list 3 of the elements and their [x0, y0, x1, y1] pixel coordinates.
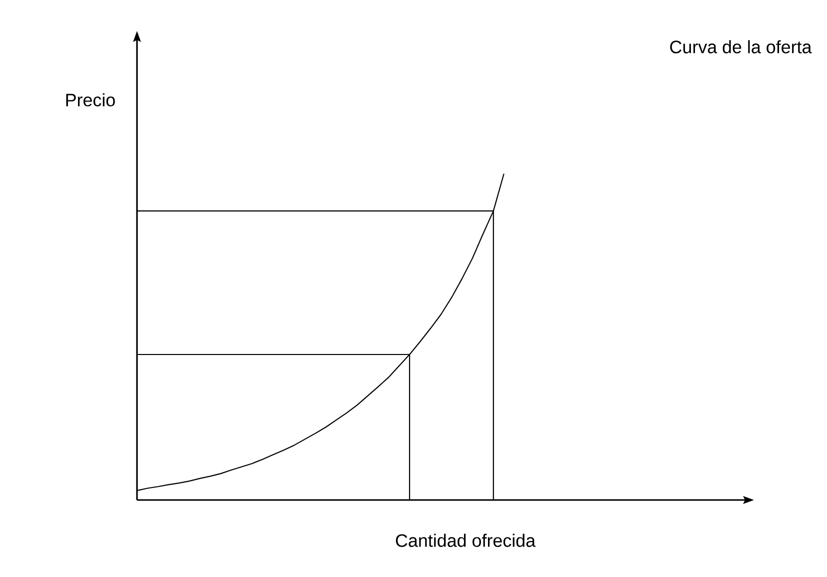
y-axis-title: Precio: [66, 93, 115, 106]
chart-title: Curva de la oferta: [670, 40, 812, 54]
x-axis-title: Cantidad ofrecida: [396, 534, 536, 547]
